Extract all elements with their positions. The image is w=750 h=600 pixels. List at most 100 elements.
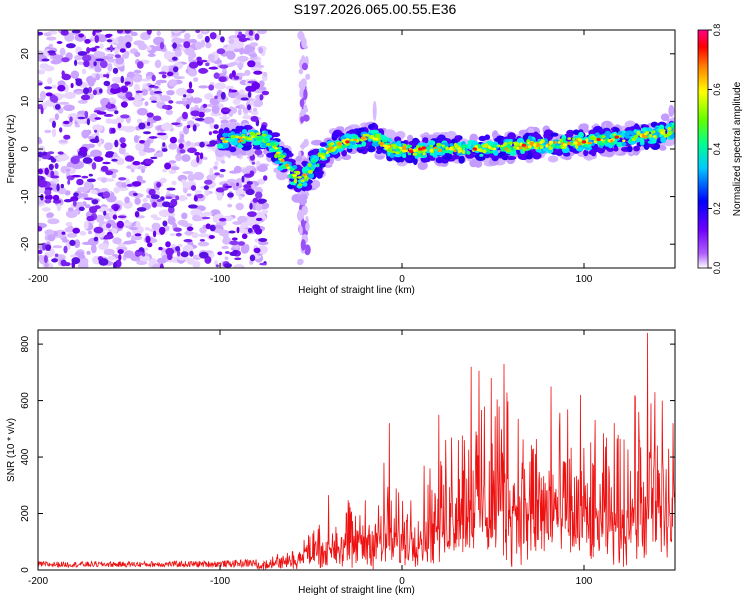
noise-blob — [115, 56, 125, 65]
noise-blob — [201, 216, 211, 220]
noise-blob — [204, 250, 213, 254]
noise-blob — [92, 124, 103, 132]
noise-blob — [83, 220, 89, 230]
noise-blob — [238, 195, 243, 200]
x-tick-label: 0 — [399, 274, 405, 285]
noise-blob — [244, 69, 251, 76]
noise-blob — [208, 66, 219, 70]
trace-blob — [596, 142, 602, 146]
noise-blob — [175, 195, 180, 201]
noise-blob — [263, 175, 268, 181]
noise-blob — [94, 35, 100, 43]
noise-blob — [146, 139, 151, 145]
noise-blob — [255, 217, 263, 222]
noise-blob — [199, 251, 209, 259]
trace-blob — [330, 142, 335, 146]
noise-blob — [74, 251, 85, 257]
noise-blob — [152, 115, 162, 121]
trace-blob — [634, 123, 640, 131]
noise-blob — [43, 32, 52, 37]
noise-blob — [236, 182, 240, 187]
noise-blob — [258, 47, 264, 54]
noise-blob — [127, 96, 135, 101]
noise-blob — [145, 75, 154, 80]
noise-blob — [38, 69, 46, 75]
noise-blob — [257, 245, 268, 255]
noise-blob — [204, 93, 214, 100]
trace-blob — [601, 135, 606, 139]
trace-blob — [572, 137, 576, 142]
trace-blob — [451, 154, 460, 160]
noise-blob — [251, 161, 256, 165]
trace-blob — [435, 139, 444, 145]
noise-blob — [173, 33, 179, 37]
trace-blob — [493, 150, 499, 156]
trace-blob — [407, 134, 414, 142]
noise-blob — [134, 233, 142, 237]
trace-blob — [231, 140, 239, 145]
noise-blob — [78, 206, 85, 211]
noise-blob — [90, 133, 100, 137]
noise-blob — [60, 155, 70, 161]
noise-blob — [215, 34, 222, 40]
noise-blob — [50, 158, 57, 163]
noise-blob — [237, 215, 248, 223]
noise-blob — [117, 215, 127, 219]
noise-blob — [77, 51, 88, 56]
noise-blob — [65, 221, 73, 227]
noise-blob — [94, 117, 102, 120]
noise-blob — [93, 61, 97, 67]
noise-blob — [150, 194, 160, 200]
noise-blob — [69, 239, 76, 246]
noise-blob — [103, 113, 114, 117]
noise-blob — [38, 151, 43, 158]
noise-blob — [256, 164, 268, 173]
noise-blob — [52, 245, 63, 249]
noise-blob — [169, 80, 178, 86]
noise-blob — [202, 211, 213, 216]
noise-blob — [131, 181, 142, 187]
trace-blob — [319, 142, 328, 147]
trace-blob — [382, 139, 388, 143]
noise-blob — [216, 192, 223, 201]
noise-blob — [247, 211, 257, 218]
noise-blob — [60, 183, 64, 189]
noise-blob — [116, 42, 129, 51]
trace-blob — [417, 150, 422, 154]
noise-blob — [228, 230, 236, 234]
noise-blob — [135, 142, 145, 152]
noise-blob — [77, 261, 89, 268]
noise-blob — [54, 253, 59, 257]
noise-blob — [133, 69, 142, 74]
noise-blob — [52, 120, 56, 128]
trace-blob — [252, 140, 261, 146]
noise-blob — [140, 78, 151, 82]
noise-blob — [118, 254, 122, 261]
noise-blob — [233, 75, 240, 80]
colorbar-tick-label: 0.2 — [712, 202, 722, 215]
noise-blob — [38, 175, 41, 181]
y-tick-label: -20 — [20, 237, 31, 252]
noise-blob — [216, 48, 226, 55]
noise-blob — [114, 110, 119, 115]
streak-blob — [301, 62, 308, 71]
trace-blob — [600, 142, 605, 146]
noise-blob — [168, 169, 177, 175]
trace-blob — [412, 152, 418, 156]
noise-blob — [143, 131, 151, 135]
noise-blob — [123, 34, 133, 44]
noise-blob — [183, 41, 191, 49]
trace-blob — [390, 150, 396, 154]
noise-blob — [245, 188, 255, 196]
trace-blob — [422, 137, 429, 144]
noise-blob — [218, 174, 225, 178]
trace-blob — [216, 143, 224, 149]
trace-blob — [225, 140, 229, 143]
noise-blob — [100, 165, 109, 172]
noise-blob — [224, 256, 229, 261]
noise-blob — [103, 74, 107, 77]
noise-blob — [111, 158, 118, 162]
trace-blob — [299, 194, 308, 201]
noise-blob — [193, 171, 205, 181]
trace-blob — [285, 163, 289, 167]
